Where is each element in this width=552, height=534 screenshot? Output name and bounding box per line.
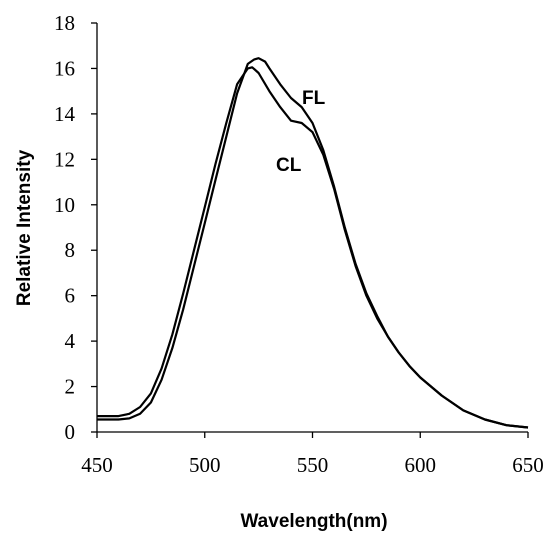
x-tick-label: 600 [405,453,437,477]
y-tick-label: 14 [54,102,76,126]
y-tick-label: 6 [65,284,76,308]
series-label-cl: CL [276,155,302,176]
y-tick-label: 2 [65,375,76,399]
y-tick-label: 8 [65,238,76,262]
y-axis-title: Relative Intensity [14,149,35,306]
x-axis-title: Wavelength(nm) [240,511,387,532]
series-line-cl [97,66,529,429]
series-label-fl: FL [302,88,326,109]
y-tick-label: 0 [65,420,76,444]
x-tick-label: 550 [297,453,329,477]
x-tick-label: 500 [189,453,221,477]
x-tick-label: 650 [512,453,544,477]
ticks [91,22,529,438]
series-line-fl [97,57,529,429]
tick-labels: 0 2 4 6 8 10 12 14 16 18 450 500 550 600 650 [54,11,544,477]
y-tick-label: 4 [65,329,76,353]
x-tick-label: 450 [81,453,113,477]
y-tick-label: 10 [54,193,75,217]
series-labels: FL CL [276,88,326,176]
y-tick-label: 12 [54,147,75,171]
y-tick-label: 16 [54,56,75,80]
series-lines [97,57,529,429]
y-tick-label: 18 [54,11,75,35]
